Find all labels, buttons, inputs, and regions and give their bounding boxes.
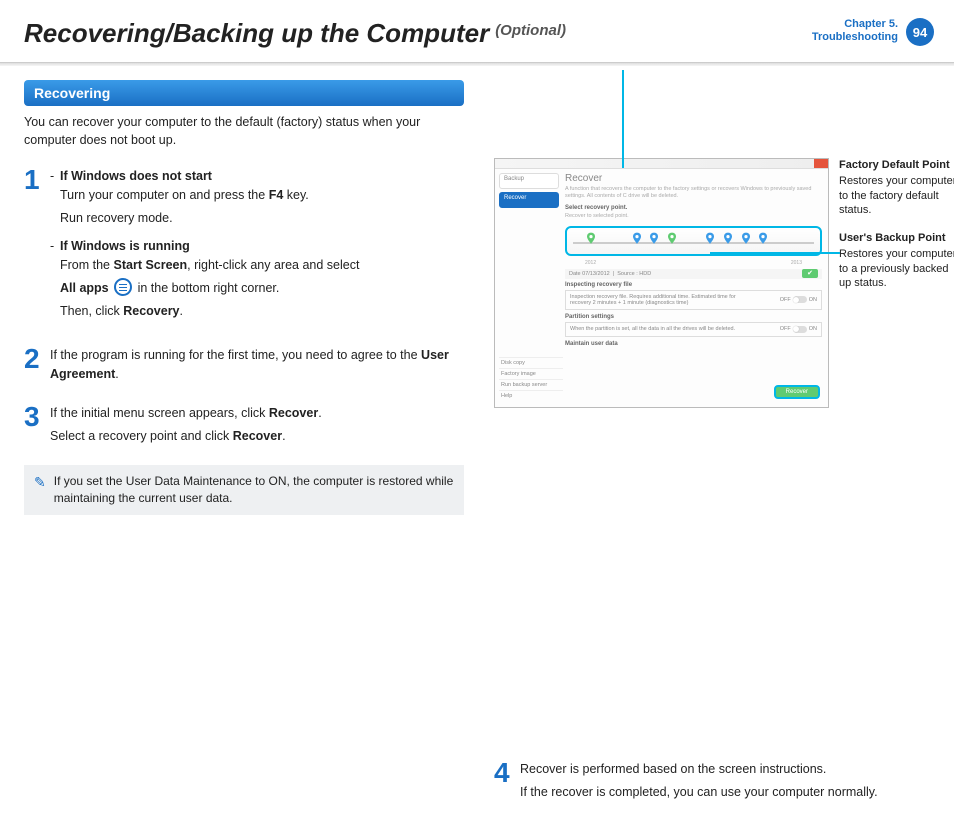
shot-titlebar <box>495 159 828 169</box>
timeline-track <box>573 242 814 244</box>
note-icon: ✎ <box>34 473 46 507</box>
annotation-factory-title: Factory Default Point <box>839 158 954 172</box>
step1-b-line3: Then, click Recovery. <box>60 302 464 321</box>
chapter-block: Chapter 5. Troubleshooting <box>812 18 898 44</box>
step-number: 2 <box>24 346 50 371</box>
app-screenshot: Backup Recover Disk copy Factory image R… <box>494 158 829 408</box>
timeline-pin[interactable] <box>633 232 641 246</box>
page-title-main: Recovering/Backing up the Computer <box>24 18 489 49</box>
timeline-pin[interactable] <box>587 232 595 246</box>
shot-desc: A function that recovers the computer to… <box>565 186 822 199</box>
timeline-pin[interactable] <box>742 232 750 246</box>
link-help[interactable]: Help <box>499 390 563 401</box>
annotation-backup-body: Restores your computer to a previously b… <box>839 247 954 290</box>
header-meta: Chapter 5. Troubleshooting 94 <box>812 18 934 46</box>
toggle-partition[interactable]: OFF ON <box>780 326 817 333</box>
timeline-pin[interactable] <box>706 232 714 246</box>
timeline-year-b: 2013 <box>791 260 802 266</box>
step-number: 1 <box>24 167 50 192</box>
annotation-backup: User's Backup Point Restores your comput… <box>839 231 954 290</box>
shot-main: Recover A function that recovers the com… <box>565 173 822 349</box>
step4-line1: Recover is performed based on the screen… <box>520 760 939 779</box>
chapter-line1: Chapter 5. <box>812 18 898 31</box>
dash: - <box>50 167 60 186</box>
step1-a-line1: Turn your computer on and press the F4 k… <box>60 186 464 205</box>
timeline-year-a: 2012 <box>585 260 596 266</box>
step1-b-line2: All apps in the bottom right corner. <box>60 279 464 298</box>
step-number: 4 <box>494 760 520 785</box>
callout-line-factory <box>622 70 624 168</box>
shot-insp-card: Inspection recovery file. Requires addit… <box>565 290 822 310</box>
step-3: 3 If the initial menu screen appears, cl… <box>24 404 464 450</box>
step-body: Recover is performed based on the screen… <box>520 760 939 806</box>
shot-select-sub: Recover to selected point. <box>565 213 822 220</box>
link-disk-copy[interactable]: Disk copy <box>499 357 563 368</box>
step-number: 3 <box>24 404 50 429</box>
link-factory-image[interactable]: Factory image <box>499 368 563 379</box>
left-column: Recovering You can recover your computer… <box>24 80 464 515</box>
content-area: Recovering You can recover your computer… <box>24 80 934 657</box>
toggle-inspection[interactable]: OFF ON <box>780 294 817 306</box>
link-run-backup-server[interactable]: Run backup server <box>499 379 563 390</box>
sidebar-item-recover[interactable]: Recover <box>499 192 559 208</box>
close-icon[interactable] <box>814 159 828 168</box>
shot-part-card: When the partition is set, all the data … <box>565 322 822 337</box>
screenshot-wrapper: Backup Recover Disk copy Factory image R… <box>494 158 829 408</box>
annotation-panel: Factory Default Point Restores your comp… <box>839 158 954 304</box>
step1-b-heading: If Windows is running <box>60 237 464 256</box>
step-2: 2 If the program is running for the firs… <box>24 346 464 388</box>
timeline-pin[interactable] <box>650 232 658 246</box>
step1-a-line2: Run recovery mode. <box>60 209 464 228</box>
page-number-badge: 94 <box>906 18 934 46</box>
step-4: 4 Recover is performed based on the scre… <box>494 760 939 806</box>
step3-line1: If the initial menu screen appears, clic… <box>50 404 464 423</box>
annotation-factory-body: Restores your computer to the factory de… <box>839 174 954 217</box>
step-body: If the program is running for the first … <box>50 346 464 388</box>
step3-line2: Select a recovery point and click Recove… <box>50 427 464 446</box>
shot-sidebar: Backup Recover <box>499 173 559 211</box>
recover-button[interactable]: Recover <box>774 385 820 399</box>
step1-a-heading: If Windows does not start <box>60 167 464 186</box>
shot-heading: Recover <box>565 173 822 184</box>
note-text: If you set the User Data Maintenance to … <box>54 473 454 507</box>
page-header: Recovering/Backing up the Computer (Opti… <box>0 0 954 49</box>
shot-insp-label: Inspecting recovery file <box>565 282 822 288</box>
note-box: ✎ If you set the User Data Maintenance t… <box>24 465 464 515</box>
page-title-sub: (Optional) <box>495 22 566 39</box>
dash: - <box>50 237 60 256</box>
callout-line-backup <box>710 252 840 254</box>
all-apps-icon <box>114 278 132 296</box>
header-divider <box>0 62 954 66</box>
step-body: - If Windows does not start Turn your co… <box>50 167 464 330</box>
right-column: Backup Recover Disk copy Factory image R… <box>494 80 939 822</box>
section-intro: You can recover your computer to the def… <box>24 114 464 149</box>
step-1: 1 - If Windows does not start Turn your … <box>24 167 464 330</box>
annotation-factory: Factory Default Point Restores your comp… <box>839 158 954 217</box>
shot-maint-label: Maintain user data <box>565 341 822 347</box>
chapter-line2: Troubleshooting <box>812 31 898 44</box>
timeline-pin[interactable] <box>724 232 732 246</box>
step-body: If the initial menu screen appears, clic… <box>50 404 464 450</box>
step1-b-line1: From the Start Screen, right-click any a… <box>60 256 464 275</box>
step4-line2: If the recover is completed, you can use… <box>520 783 939 802</box>
shot-date-row: Date 07/13/2012 | Source : HDD ✔ <box>565 269 822 279</box>
timeline-pin[interactable] <box>759 232 767 246</box>
section-heading: Recovering <box>24 80 464 106</box>
shot-part-label: Partition settings <box>565 314 822 320</box>
annotation-backup-title: User's Backup Point <box>839 231 954 245</box>
shot-bottom-links: Disk copy Factory image Run backup serve… <box>499 357 563 401</box>
confirm-icon[interactable]: ✔ <box>802 269 818 278</box>
timeline-pin[interactable] <box>668 232 676 246</box>
shot-select-label: Select recovery point. <box>565 205 822 211</box>
step2-text: If the program is running for the first … <box>50 346 464 384</box>
sidebar-item-backup[interactable]: Backup <box>499 173 559 189</box>
